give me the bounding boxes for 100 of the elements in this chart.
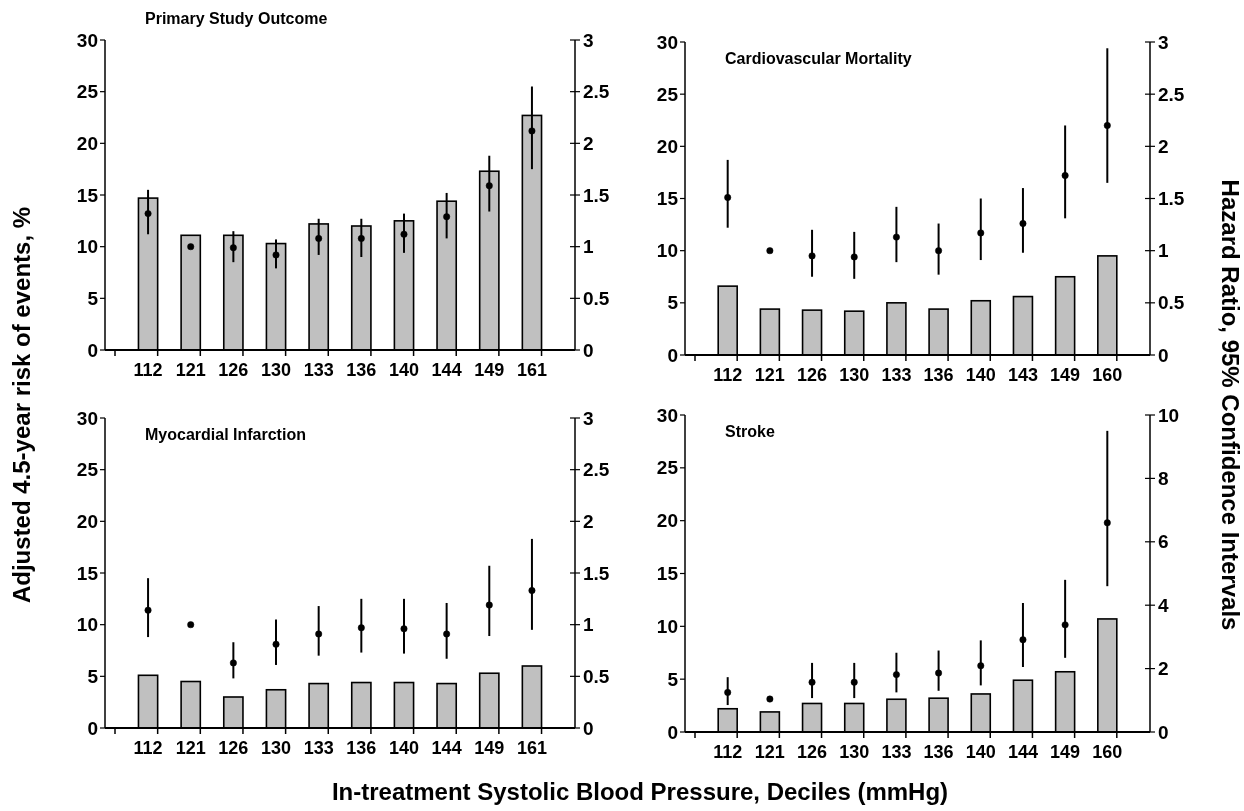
point (144, 606, 152, 614)
y2-tick-label: 3 (1158, 31, 1169, 53)
point (315, 630, 323, 638)
x-tick-label: 149 (1050, 365, 1081, 385)
y-tick-label: 10 (76, 614, 98, 636)
point (400, 625, 408, 633)
y2-tick-label: 1 (583, 614, 594, 636)
point (766, 695, 774, 703)
y2-tick-label: 2 (583, 510, 594, 532)
y-tick-label: 25 (656, 83, 679, 105)
y2-tick-label: 4 (1158, 594, 1169, 616)
y-tick-label: 20 (76, 510, 98, 532)
x-tick-label: 121 (175, 738, 206, 758)
y2-tick-label: 2 (1158, 658, 1169, 680)
y2-tick-label: 10 (1158, 404, 1180, 426)
x-tick-label: 144 (431, 360, 462, 380)
x-tick-label: 144 (431, 738, 462, 758)
x-tick-label: 130 (839, 365, 870, 385)
chart-title: Primary Study Outcome (145, 10, 328, 27)
y2-axis-title: Hazard Ratio, 95% Confidence Intervals (1217, 179, 1244, 631)
y-tick-label: 10 (656, 240, 678, 262)
x-tick-label: 136 (346, 360, 377, 380)
point (443, 630, 451, 638)
y2-tick-label: 1 (583, 236, 594, 258)
point (187, 621, 195, 629)
x-tick-label: 161 (516, 738, 547, 758)
point (977, 662, 985, 670)
y-tick-label: 20 (656, 510, 678, 532)
y2-tick-label: 0.5 (583, 287, 610, 309)
point (850, 678, 858, 686)
point (977, 229, 985, 237)
y-tick-label: 0 (667, 344, 678, 366)
point (357, 234, 365, 242)
x-tick-label: 126 (797, 365, 828, 385)
y-tick-label: 15 (76, 562, 99, 584)
point (766, 247, 774, 255)
point (1103, 122, 1111, 129)
y-tick-label: 30 (656, 404, 678, 426)
x-tick-label: 136 (923, 365, 954, 385)
y2-tick-label: 2 (583, 132, 594, 154)
y-tick-label: 20 (656, 135, 678, 157)
x-tick-label: 121 (754, 742, 785, 762)
x-tick-label: 130 (839, 742, 870, 762)
y2-tick-label: 3 (583, 407, 594, 429)
point (724, 194, 732, 201)
x-tick-label: 140 (965, 365, 996, 385)
y-tick-label: 15 (76, 184, 99, 206)
y-tick-label: 15 (656, 563, 679, 585)
x-tick-label: 133 (881, 742, 912, 762)
point (528, 127, 536, 135)
point (892, 671, 900, 679)
y-tick-label: 5 (667, 292, 679, 314)
y2-tick-label: 1.5 (1158, 188, 1185, 210)
y2-tick-label: 3 (583, 29, 594, 51)
y-tick-label: 5 (87, 287, 99, 309)
y2-tick-label: 6 (1158, 531, 1169, 553)
text: Cardiovascular Mortality (725, 50, 912, 67)
point (935, 247, 943, 255)
y-tick-label: 25 (76, 81, 99, 103)
y-tick-label: 5 (667, 668, 679, 690)
point (808, 678, 816, 686)
y-tick-label: 0 (667, 721, 678, 743)
x-tick-label: 140 (388, 738, 419, 758)
point (850, 253, 858, 261)
point (272, 251, 280, 259)
y2-tick-label: 1.5 (583, 184, 610, 206)
point (1061, 621, 1069, 629)
x-tick-label: 133 (303, 360, 334, 380)
x-tick-label: 112 (133, 738, 163, 758)
y2-tick-label: 0.5 (1158, 292, 1185, 314)
y-tick-label: 20 (76, 132, 98, 154)
y2-tick-label: 2.5 (583, 459, 610, 481)
text: Stroke (725, 423, 775, 440)
point (808, 252, 816, 260)
x-tick-label: 112 (133, 360, 163, 380)
point (485, 182, 493, 190)
x-tick-label: 112 (713, 365, 743, 385)
y2-tick-label: 2.5 (583, 81, 610, 103)
x-tick-label: 136 (346, 738, 377, 758)
y2-tick-label: 2.5 (1158, 83, 1185, 105)
y-tick-label: 0 (87, 339, 98, 361)
y2-tick-label: 2 (1158, 135, 1169, 157)
point (485, 601, 493, 609)
point (1061, 172, 1069, 179)
point (229, 244, 237, 252)
point (229, 659, 237, 667)
y-tick-label: 30 (76, 407, 98, 429)
point (357, 624, 365, 632)
point (144, 210, 152, 218)
point (443, 213, 451, 221)
x-tick-label: 126 (218, 360, 249, 380)
x-tick-label: 130 (261, 738, 292, 758)
y-tick-label: 30 (656, 31, 678, 53)
y2-tick-label: 0 (583, 339, 594, 361)
point (892, 233, 900, 241)
x-tick-label: 126 (218, 738, 249, 758)
y-axis-title: Adjusted 4.5-year risk of events, % (8, 206, 35, 604)
x-tick-label: 133 (881, 365, 912, 385)
x-tick-label: 149 (474, 360, 505, 380)
point (1019, 636, 1027, 644)
